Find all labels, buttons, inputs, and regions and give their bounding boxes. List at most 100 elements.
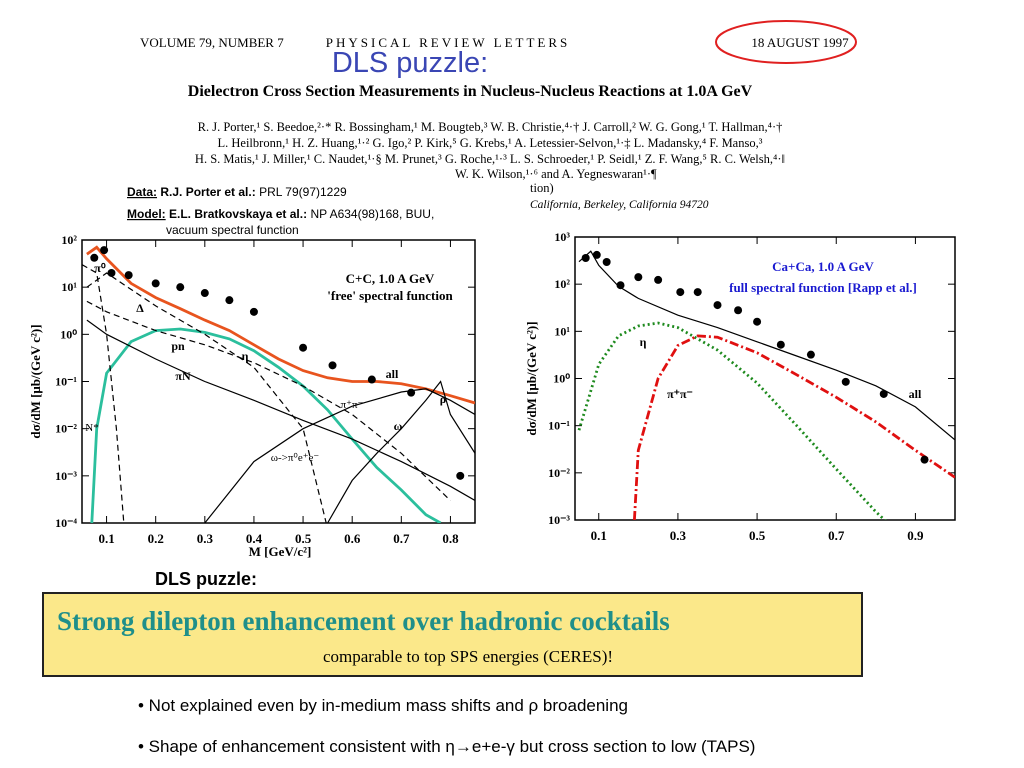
reference: Model: E.L. Bratkovskaya et al.: NP A634… [127, 207, 434, 221]
curve [86, 272, 327, 523]
curve [90, 327, 442, 523]
data-point [713, 301, 722, 310]
curve-label: η [640, 335, 647, 349]
data-point [456, 471, 465, 480]
curve-label: π⁰ [94, 261, 106, 275]
y-axis-label: dσ/dM [μb/(GeV c²)] [524, 321, 539, 435]
author-line: R. J. Porter,¹ S. Beedoe,²·* R. Bossingh… [198, 120, 783, 134]
paper-title: Dielectron Cross Section Measurements in… [188, 83, 753, 100]
data-point [249, 307, 258, 316]
data-point [225, 296, 234, 305]
callout-heading: DLS puzzle: [155, 569, 257, 589]
y-tick-label: 10¹ [61, 280, 77, 294]
volume: VOLUME 79, NUMBER 7 [140, 35, 284, 50]
x-tick-label: 0.4 [246, 531, 263, 546]
charts: 10⁻⁴ 10⁻³ 10⁻² 10⁻¹ 10⁰ 10¹ 10² 0.1 0.2 0.3 0.4 0.5… [28, 230, 956, 559]
x-tick-label: 0.1 [98, 531, 114, 546]
curve [327, 380, 475, 523]
curve-label: pn [171, 339, 185, 353]
y-tick-label: 10¹ [554, 324, 570, 338]
x-tick-label: 0.7 [393, 531, 410, 546]
y-tick-label: 10⁻² [548, 466, 570, 480]
data-point [806, 350, 815, 359]
data-point [753, 317, 762, 326]
annotation: N* [85, 422, 98, 434]
plot-area [82, 245, 475, 523]
data-point [841, 377, 850, 386]
affiliation-fragment: tion) [530, 181, 554, 195]
data-point [592, 250, 601, 259]
bullet: • Not explained even by in-medium mass s… [138, 696, 628, 715]
data-point [124, 271, 133, 280]
x-tick-label: 0.5 [295, 531, 312, 546]
data-point [328, 361, 337, 370]
y-tick-label: 10⁻² [55, 422, 77, 436]
data-point [299, 343, 308, 352]
highlight-ellipse [715, 20, 857, 64]
annotation: C+C, 1.0 A GeV [346, 271, 435, 286]
affiliation-fragment: California, Berkeley, California 94720 [530, 199, 709, 211]
data-point [654, 275, 663, 284]
curve [86, 319, 475, 502]
curve-label: all [909, 387, 922, 401]
ref-key: Data: [127, 185, 157, 199]
data-point [734, 306, 743, 315]
x-tick-label: 0.1 [591, 528, 607, 543]
x-tick-label: 0.5 [749, 528, 766, 543]
data-point [367, 375, 376, 384]
annotation: Ca+Ca, 1.0 A GeV [772, 259, 874, 274]
bullet: • Shape of enhancement consistent with η… [138, 737, 755, 756]
curve [82, 264, 125, 523]
journal: PHYSICAL REVIEW LETTERS [326, 35, 571, 50]
data-point [693, 288, 702, 297]
data-point [602, 258, 611, 267]
curve [86, 245, 475, 405]
curve [86, 300, 451, 501]
data-point [107, 268, 116, 277]
author-line: H. S. Matis,¹ J. Miller,¹ C. Naudet,¹·§ … [195, 152, 785, 166]
data-point [776, 340, 785, 349]
curve-label: all [386, 367, 399, 381]
data-point [879, 389, 888, 398]
data-point [200, 289, 209, 298]
y-tick-label: 10⁻¹ [548, 419, 570, 433]
y-tick-label: 10⁰ [60, 327, 77, 341]
slide-title: DLS puzzle: [332, 47, 488, 79]
data-point [176, 283, 185, 292]
callout-main: Strong dilepton enhancement over hadroni… [57, 606, 670, 636]
ref-citation: NP A634(98)168, BUU, [310, 207, 434, 221]
y-tick-label: 10⁰ [553, 372, 570, 386]
x-tick-label: 0.2 [148, 531, 164, 546]
chart: 10⁻⁴ 10⁻³ 10⁻² 10⁻¹ 10⁰ 10¹ 10² 0.1 0.2 0.3 0.4 0.5… [28, 233, 476, 559]
curve [578, 250, 955, 441]
y-tick-label: 10⁻⁴ [55, 516, 77, 530]
x-tick-label: 0.6 [344, 531, 361, 546]
data-point [151, 279, 160, 288]
callout-sub: comparable to top SPS energies (CERES)! [323, 647, 613, 666]
x-tick-label: 0.7 [828, 528, 845, 543]
ref-authors: E.L. Bratkovskaya et al.: [169, 207, 307, 221]
y-tick-label: 10⁻³ [548, 513, 570, 527]
curve-label: π⁺π⁻ [667, 387, 693, 401]
plot-area [577, 250, 955, 520]
curve-label: πN [175, 369, 191, 383]
data-point [581, 253, 590, 262]
y-tick-label: 10⁻¹ [55, 375, 77, 389]
data-point [920, 455, 929, 464]
curve-label: ρ [440, 392, 446, 406]
author-line: L. Heilbronn,¹ H. Z. Huang,¹·² G. Igo,² … [218, 136, 763, 150]
data-point [90, 253, 99, 262]
date: 18 AUGUST 1997 [751, 35, 849, 50]
annotation: 'free' spectral function [327, 288, 453, 303]
curve [633, 334, 955, 520]
author-line: W. K. Wilson,¹·⁶ and A. Yegneswaran¹·¶ [455, 167, 657, 181]
x-axis-label: M [GeV/c²] [249, 544, 312, 559]
y-tick-label: 10² [61, 233, 77, 247]
annotation: ω->π⁰e⁺e⁻ [271, 452, 320, 464]
callout-box [42, 592, 863, 677]
data-point [100, 246, 109, 255]
y-tick-label: 10⁻³ [55, 469, 77, 483]
ref-note: vacuum spectral function [166, 223, 299, 237]
curve-label: Δ [136, 301, 144, 315]
